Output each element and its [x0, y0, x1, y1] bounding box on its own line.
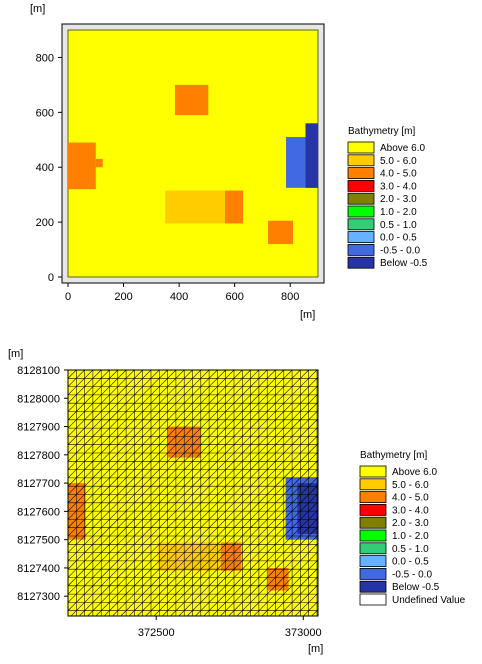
bottom-y-tick-label-5: 8127600: [17, 506, 60, 518]
top-legend-label-0-0-0-5: 0.0 - 0.5: [380, 233, 417, 244]
top-legend-label-2-0-3-0: 2.0 - 3.0: [380, 194, 417, 205]
bottom-legend-swatch-0-0-0-5: [359, 555, 387, 567]
top-legend-swatch-5-0-6-0: [347, 154, 375, 167]
top-legend-label-1-0-2-0: 1.0 - 2.0: [380, 207, 417, 218]
bottom-legend-swatch-0-5-1-0: [359, 542, 387, 555]
bottom-legend-label-0-5-1-0: 0.5 - 1.0: [392, 544, 429, 555]
bottom-legend-title: Bathymetry [m]: [360, 450, 427, 461]
top-region-3: [165, 190, 225, 224]
bottom-legend-label-0-5-0-0: -0.5 - 0.0: [392, 569, 432, 580]
bottom-legend-swatch-0-5-0-0: [359, 568, 387, 580]
bottom-legend-label-undefined-value: Undefined Value: [392, 595, 466, 606]
bottom-legend-swatch-5-0-6-0: [359, 478, 387, 491]
bottom-y-tick-label-1: 8128000: [17, 393, 60, 405]
top-region-4: [224, 190, 243, 224]
bottom-y-tick-label-2: 8127900: [17, 422, 60, 434]
top-legend-label-below-0-5: Below -0.5: [380, 258, 428, 269]
top-y-tick-label-3: 600: [36, 107, 54, 119]
top-y-tick-label-0: 0: [48, 272, 54, 284]
top-plot-axes: 0 200 400 600 800 0 200 400 600 800: [36, 52, 300, 303]
bottom-legend-swatch-1-0-2-0: [359, 529, 387, 542]
bottom-legend-label-4-0-5-0: 4.0 - 5.0: [392, 493, 429, 504]
bottom-legend-label-above-6-0: Above 6.0: [392, 467, 437, 478]
bottom-legend-label-2-0-3-0: 2.0 - 3.0: [392, 518, 429, 529]
top-legend: Bathymetry [m] Above 6.0 5.0 - 6.0 4.0 - 5.…: [347, 126, 428, 269]
bottom-legend-label-5-0-6-0: 5.0 - 6.0: [392, 480, 429, 491]
bottom-y-unit-label: [m]: [8, 348, 23, 360]
bottom-x-unit-label: [m]: [308, 643, 323, 655]
top-region-5: [268, 220, 293, 245]
top-x-unit-label: [m]: [300, 309, 315, 321]
bottom-legend-label-0-0-0-5: 0.0 - 0.5: [392, 557, 429, 568]
top-legend-label-0-5-1-0: 0.5 - 1.0: [380, 220, 417, 231]
triangular-mesh: [68, 370, 318, 616]
top-region-0: [174, 84, 209, 116]
top-y-tick-label-2: 400: [36, 162, 54, 174]
top-legend-swatch-1-0-2-0: [347, 205, 375, 218]
top-legend-label-above-6-0: Above 6.0: [380, 143, 425, 154]
bottom-legend-swatch-undefined-value: [359, 593, 387, 606]
bottom-legend-swatch-below-0-5: [359, 580, 387, 593]
top-legend-label-3-0-4-0: 3.0 - 4.0: [380, 181, 417, 192]
bottom-region-3: [220, 542, 242, 571]
bottom-legend-swatch-4-0-5-0: [359, 491, 387, 504]
top-legend-swatch-0-5-1-0: [347, 218, 375, 231]
top-legend-swatch-above-6-0: [347, 141, 375, 154]
top-y-unit-label: [m]: [30, 3, 45, 15]
mesh-lines: [68, 370, 318, 616]
bottom-plot-axes: 372500 373000 8128100 8128000 8127900 8127800…: [17, 365, 321, 639]
top-y-tick-label-4: 800: [36, 52, 54, 64]
bottom-y-tick-label-7: 8127400: [17, 563, 60, 575]
top-y-tick-label-1: 200: [36, 217, 54, 229]
top-x-tick-label-3: 600: [225, 291, 243, 303]
top-region-1: [68, 142, 96, 190]
top-legend-label-0-5-0-0: -0.5 - 0.0: [380, 245, 420, 256]
top-legend-label-5-0-6-0: 5.0 - 6.0: [380, 156, 417, 167]
bottom-legend-swatch-above-6-0: [359, 465, 387, 478]
top-legend-label-4-0-5-0: 4.0 - 5.0: [380, 169, 417, 180]
top-x-tick-label-0: 0: [65, 291, 71, 303]
bottom-region-1: [68, 483, 86, 540]
bottom-bathymetry-plot: [m] [m] 372500 373000 8128100 8128000 812790…: [8, 348, 466, 655]
top-legend-title: Bathymetry [m]: [348, 126, 415, 137]
top-legend-swatch-0-5-0-0: [347, 243, 375, 256]
top-x-tick-label-1: 200: [114, 291, 132, 303]
top-legend-swatch-4-0-5-0: [347, 167, 375, 180]
bottom-x-tick-label-1: 373000: [285, 627, 322, 639]
top-legend-swatch-3-0-4-0: [347, 179, 375, 192]
top-region-7: [305, 123, 318, 188]
bottom-region-4: [268, 567, 289, 591]
bottom-legend-swatch-2-0-3-0: [359, 516, 387, 529]
top-region-2: [95, 158, 103, 168]
bottom-region-6: [297, 483, 318, 534]
bottom-legend-label-1-0-2-0: 1.0 - 2.0: [392, 531, 429, 542]
top-bathymetry-plot: [m] [m] 0 200 400 600 800 0 200 400 600 800 Bathy…: [30, 3, 428, 321]
bottom-y-tick-label-3: 8127800: [17, 450, 60, 462]
bottom-y-tick-label-4: 8127700: [17, 478, 60, 490]
bottom-legend-swatch-3-0-4-0: [359, 503, 387, 516]
top-legend-swatch-2-0-3-0: [347, 192, 375, 205]
bottom-y-tick-label-6: 8127500: [17, 535, 60, 547]
top-legend-swatch-0-0-0-5: [347, 231, 375, 244]
bottom-legend: Bathymetry [m] Above 6.0 5.0 - 6.0 4.0 - 5.…: [359, 450, 466, 606]
bottom-y-tick-label-8: 8127300: [17, 591, 60, 603]
bottom-x-tick-label-0: 372500: [138, 627, 175, 639]
bottom-y-tick-label-0: 8128100: [17, 365, 60, 377]
top-plot-area: [67, 29, 319, 278]
top-legend-swatch-below-0-5: [347, 256, 375, 269]
bottom-legend-label-3-0-4-0: 3.0 - 4.0: [392, 505, 429, 516]
bottom-legend-label-below-0-5: Below -0.5: [392, 582, 440, 593]
top-x-tick-label-2: 400: [170, 291, 188, 303]
bottom-plot-border: [67, 369, 319, 617]
top-x-tick-label-4: 800: [281, 291, 299, 303]
